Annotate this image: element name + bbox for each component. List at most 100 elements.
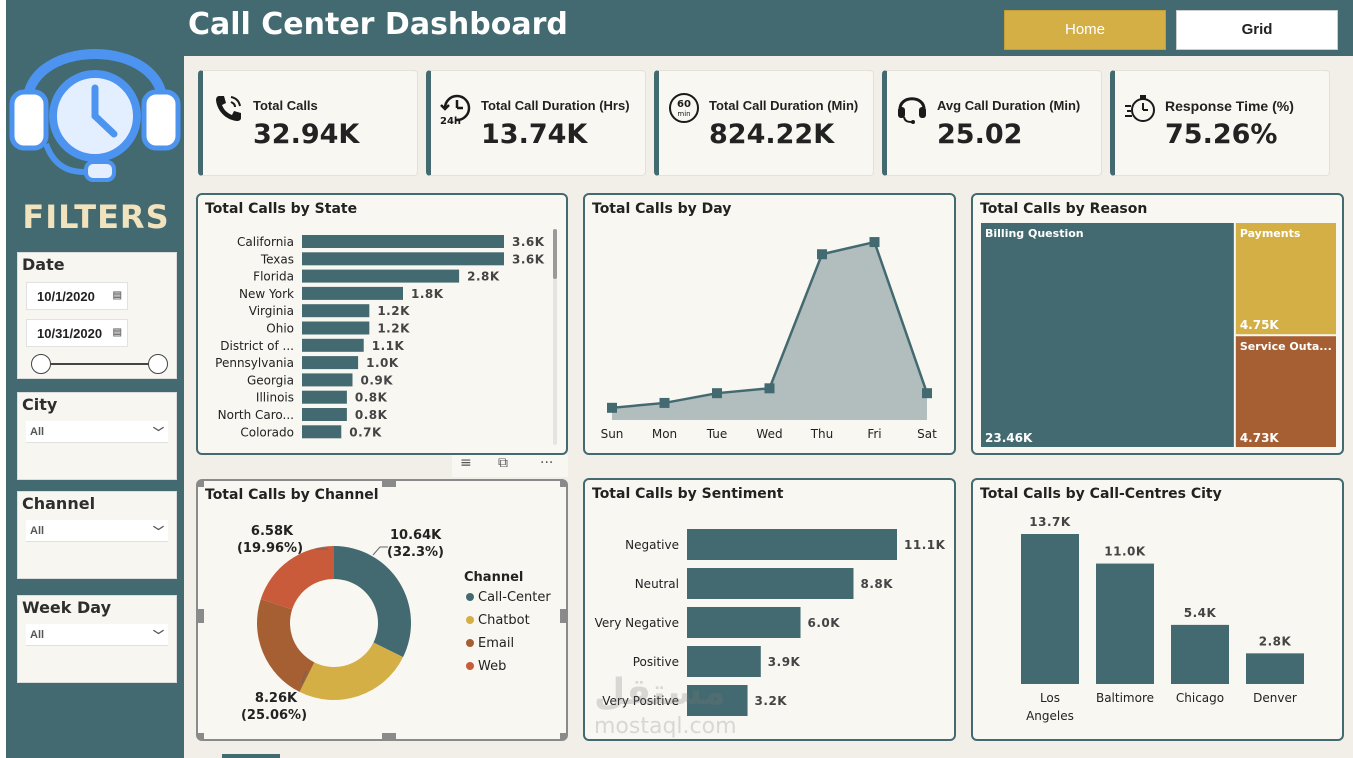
day-tick-label: Sun: [601, 427, 624, 441]
filters-title: FILTERS: [22, 198, 170, 236]
state-label: District of ...: [220, 339, 294, 353]
watermark-url: mostaql.com: [594, 714, 737, 739]
calls-by-day-chart: Sun Mon Tue Wed Thu Fri Sat: [601, 237, 937, 441]
kpi-value: 32.94K: [253, 119, 360, 150]
calls-by-day-card: Total Calls by Day Sun Mon Tue Wed Thu Fri Sat: [583, 193, 956, 455]
channel-legend-swatch: [466, 662, 474, 670]
home-button[interactable]: Home: [1004, 10, 1166, 50]
kpi-total-call-duration-min: 60 min Total Call Duration (Min) 824.22K: [654, 70, 874, 176]
chevron-down-icon[interactable]: ﹀: [153, 427, 164, 439]
state-label: Ohio: [266, 322, 294, 336]
page-title: Call Center Dashboard: [188, 7, 568, 42]
city-tick-label: Los: [1040, 691, 1060, 705]
city-bar: [1171, 624, 1229, 684]
selection-handle: [198, 481, 204, 487]
calls-by-channel-card[interactable]: Total Calls by Channel 10.64K (32.3%) 8.26…: [196, 479, 568, 741]
kpi-label: Total Calls: [253, 98, 318, 113]
weekday-dropdown-value: All: [30, 629, 45, 641]
sentiment-bar: [687, 568, 854, 599]
day-point: [659, 397, 670, 408]
chevron-down-icon[interactable]: ﹀: [153, 630, 164, 642]
day-point: [922, 388, 932, 399]
state-label: New York: [239, 287, 294, 301]
day-point: [764, 383, 775, 394]
city-data-label: 11.0K: [1104, 545, 1146, 559]
channel-legend-title: Channel: [464, 570, 523, 585]
state-bar: [302, 304, 370, 318]
selection-handle: [560, 481, 566, 487]
channel-dropdown[interactable]: All ﹀: [26, 520, 168, 542]
state-label: Colorado: [240, 425, 294, 439]
kpi-label: Total Call Duration (Min): [709, 98, 859, 113]
kpi-value: 75.26%: [1165, 119, 1278, 150]
day-tick-label: Wed: [756, 427, 782, 441]
channel-data-label: 8.26K: [255, 691, 298, 706]
sentiment-data-label: 6.0K: [808, 616, 841, 630]
state-data-label: 1.0K: [366, 356, 399, 370]
state-label: Virginia: [249, 304, 294, 318]
state-label: Texas: [260, 252, 294, 266]
weekday-slicer: Week Day All ﹀: [17, 595, 177, 683]
grid-button[interactable]: Grid: [1176, 10, 1338, 50]
state-label: Georgia: [247, 373, 294, 387]
channel-legend-label: Chatbot: [478, 613, 530, 628]
channel-data-pct: (19.96%): [237, 541, 303, 556]
channel-leader-line: [372, 546, 388, 556]
sentiment-data-label: 3.2K: [755, 694, 788, 708]
city-tick-label: Chicago: [1176, 691, 1224, 705]
channel-data-label: 10.64K: [390, 528, 442, 543]
reason-tile-value: 23.46K: [985, 431, 1033, 445]
reason-tile-label: Payments: [1240, 227, 1301, 240]
selection-handle: [382, 481, 396, 487]
selection-handle: [560, 733, 566, 739]
chevron-down-icon[interactable]: ﹀: [153, 526, 164, 538]
date-range-slider[interactable]: [40, 363, 158, 365]
weekday-dropdown[interactable]: All ﹀: [26, 624, 168, 646]
calls-by-channel-chart: 10.64K (32.3%) 8.26K (25.06%) 6.58K (19.96%) C…: [198, 481, 566, 739]
end-date-input[interactable]: 10/31/2020 ▤: [26, 319, 128, 347]
channel-legend-label: Call-Center: [478, 590, 551, 605]
page-tab-indicator[interactable]: [222, 754, 280, 758]
svg-text:min: min: [677, 110, 690, 118]
day-tick-label: Tue: [706, 427, 728, 441]
sentiment-bar: [687, 529, 897, 560]
sentiment-bar: [687, 685, 748, 716]
day-point: [869, 237, 880, 248]
reason-tile-value: 4.73K: [1240, 431, 1280, 445]
city-data-label: 5.4K: [1184, 606, 1217, 620]
24h-clock-icon: 24h: [440, 94, 471, 125]
city-tick-label: Angeles: [1026, 709, 1074, 723]
date-slider-start-handle[interactable]: [31, 354, 51, 374]
start-date-input[interactable]: 10/1/2020 ▤: [26, 282, 128, 310]
city-dropdown[interactable]: All ﹀: [26, 421, 168, 443]
calendar-icon[interactable]: ▤: [112, 327, 122, 338]
state-bar: [302, 235, 504, 248]
filter-icon[interactable]: ≡: [460, 455, 472, 471]
scrollbar-track: [553, 229, 557, 445]
reason-tile: [1235, 223, 1336, 335]
chart-title: Total Calls by Sentiment: [592, 486, 784, 502]
sentiment-data-label: 3.9K: [768, 655, 801, 669]
calendar-icon[interactable]: ▤: [112, 290, 122, 301]
channel-legend-label: Web: [478, 659, 506, 674]
state-bar: [302, 408, 347, 421]
more-options-icon[interactable]: ···: [540, 455, 554, 471]
channel-slice: [299, 642, 404, 700]
date-slider-end-handle[interactable]: [148, 354, 168, 374]
state-bar: [302, 356, 359, 370]
state-data-label: 3.6K: [512, 235, 545, 249]
city-bar: [1096, 563, 1154, 684]
day-point: [817, 249, 827, 260]
channel-slicer: Channel All ﹀: [17, 491, 177, 579]
channel-data-pct: (32.3%): [387, 545, 444, 560]
sentiment-label: Negative: [625, 538, 679, 552]
channel-legend-swatch: [466, 639, 474, 647]
sentiment-label: Positive: [633, 655, 679, 669]
day-point: [607, 402, 617, 413]
day-area: [612, 242, 927, 420]
kpi-value: 13.74K: [481, 119, 588, 150]
state-label: California: [237, 235, 294, 249]
state-data-label: 1.2K: [377, 304, 410, 318]
focus-mode-icon[interactable]: ⧉: [498, 455, 508, 471]
channel-dropdown-value: All: [30, 525, 45, 537]
